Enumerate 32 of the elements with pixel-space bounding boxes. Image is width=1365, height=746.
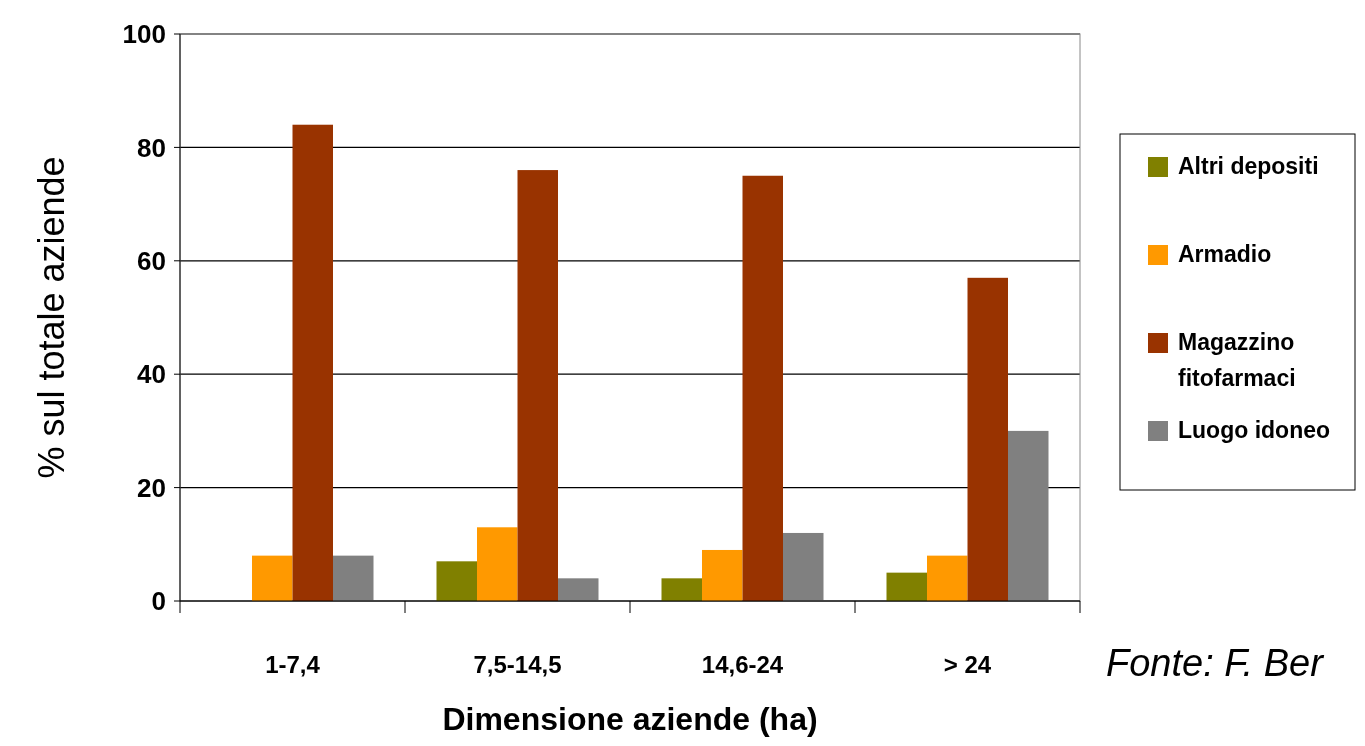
source-note: Fonte: F. Ber [1106, 642, 1325, 684]
bar [886, 572, 927, 601]
x-axis-title: Dimensione aziende (ha) [442, 701, 818, 737]
bar [742, 175, 783, 601]
bar [558, 578, 599, 601]
bar [661, 578, 702, 601]
bar [783, 532, 824, 601]
bar [1008, 430, 1049, 601]
y-tick-label: 80 [137, 132, 166, 163]
y-tick-label: 100 [122, 19, 166, 50]
bar [927, 555, 968, 601]
y-tick-label: 40 [137, 359, 166, 390]
x-tick-label: > 24 [943, 651, 992, 678]
legend-label: Altri depositi [1178, 153, 1319, 180]
bar [436, 561, 477, 601]
y-tick-label: 0 [151, 586, 166, 617]
y-tick-label: 20 [137, 472, 166, 503]
legend-label: Magazzino fitofarmaci [1178, 329, 1296, 392]
x-tick-label: 14,6-24 [701, 651, 784, 678]
bar [517, 170, 558, 601]
bar [477, 527, 518, 601]
bar [333, 555, 374, 601]
x-tick-label: 1-7,4 [265, 651, 321, 678]
bar [702, 549, 743, 601]
x-tick-label: 7,5-14,5 [473, 651, 562, 678]
bar [292, 124, 333, 601]
bar [967, 277, 1008, 601]
bar [252, 555, 293, 601]
legend-label: Luogo idoneo [1178, 417, 1331, 444]
y-tick-label: 60 [137, 245, 166, 276]
y-axis-title: % sul totale aziende [31, 156, 72, 479]
legend-label: Armadio [1178, 241, 1272, 268]
